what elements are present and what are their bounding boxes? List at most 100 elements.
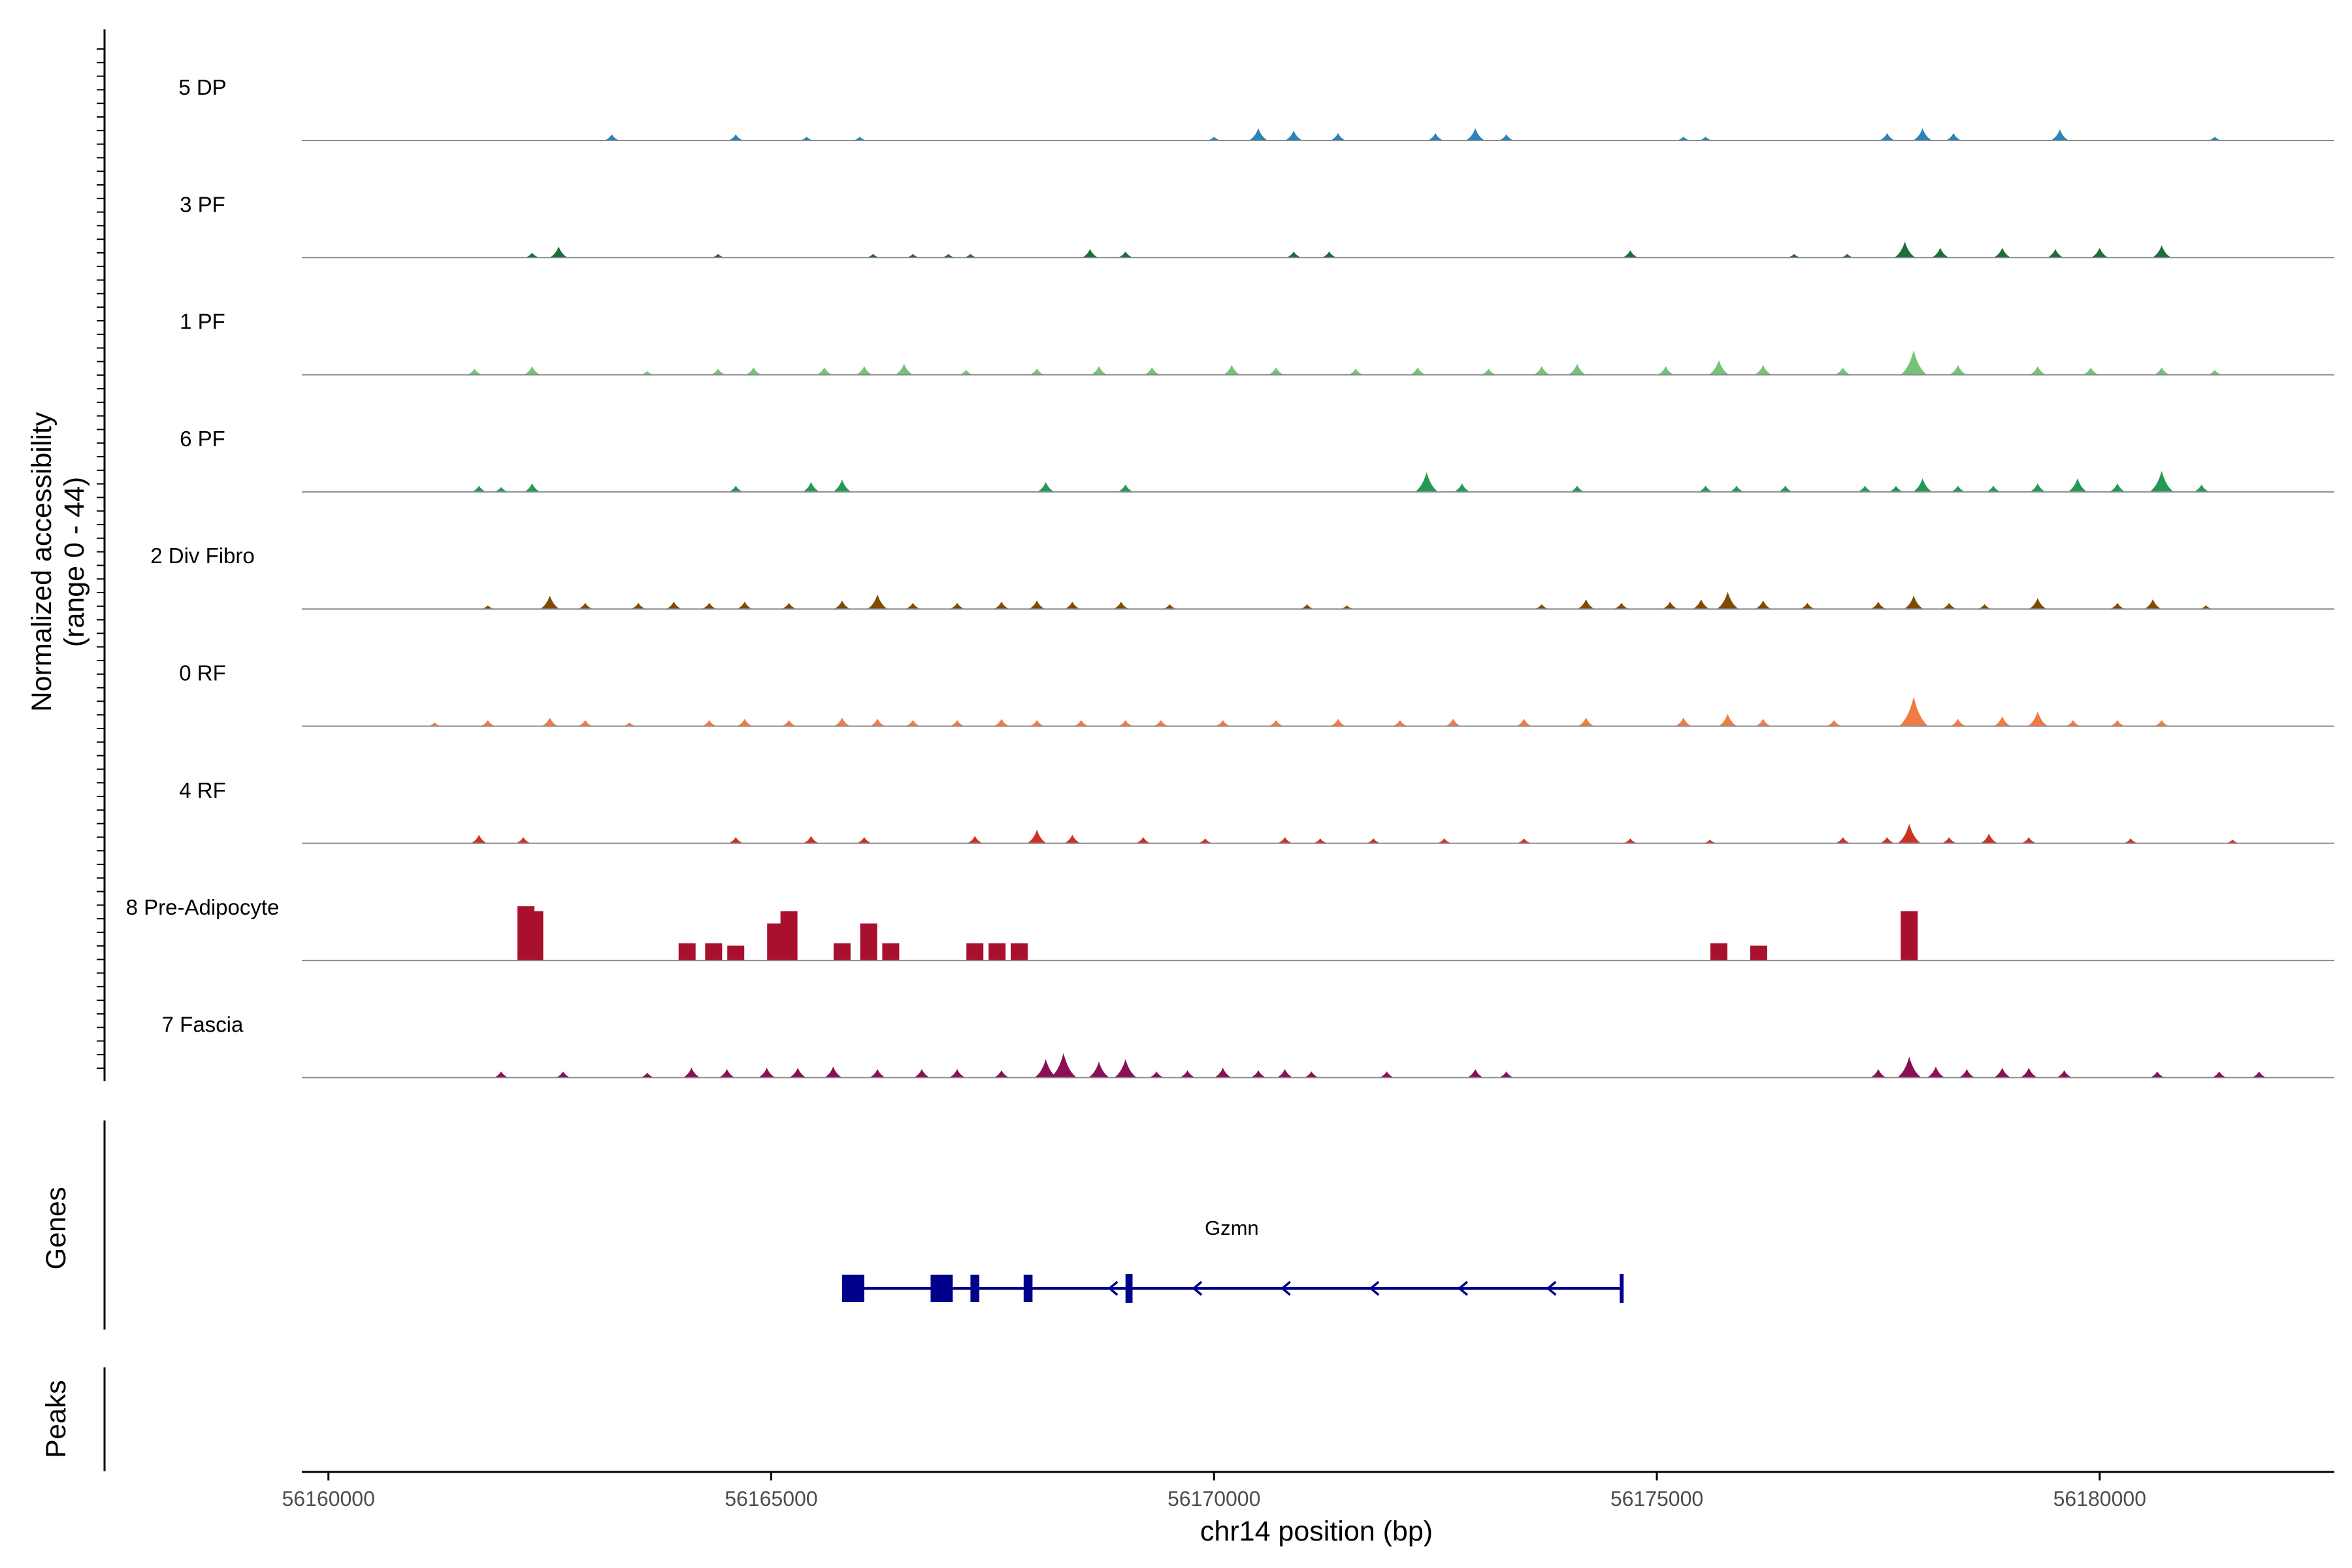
coverage-peak: [1977, 604, 1992, 610]
coverage-peak: [1073, 720, 1089, 727]
coverage-peak: [949, 720, 965, 727]
coverage-tracks: 5 DP 3 PF 1 PF 6 PF 2 Div Fibro 0 RF 4 RF 8 Pre…: [126, 75, 2334, 1079]
coverage-peak: [2149, 1071, 2165, 1078]
coverage-peak: [949, 1069, 966, 1078]
strand-arrow: [1369, 1281, 1380, 1296]
coverage-peak: [1912, 478, 1933, 492]
coverage-peak: [1465, 128, 1485, 140]
strand-arrow: [1280, 1281, 1291, 1296]
track: 7 Fascia: [162, 1012, 2334, 1079]
coverage-peak: [988, 943, 1006, 961]
coverage-peak: [1162, 604, 1177, 610]
coverage-peak: [480, 720, 496, 727]
coverage-peak: [2056, 1070, 2072, 1078]
coverage-peak: [1879, 837, 1895, 843]
coverage-peak: [1064, 601, 1081, 610]
coverage-peak: [466, 368, 483, 375]
coverage-peak: [1498, 134, 1514, 140]
track-label: 3 PF: [180, 192, 225, 216]
coverage-peak: [913, 1069, 930, 1078]
gene-exon: [1620, 1274, 1624, 1303]
strand-arrow: [1546, 1281, 1557, 1296]
coverage-peak: [2082, 367, 2099, 375]
coverage-peak: [1903, 595, 1924, 610]
coverage-peak: [1453, 483, 1471, 492]
coverage-peak: [1313, 838, 1328, 843]
coverage-peak: [1926, 1066, 1946, 1078]
coverage-peak: [905, 720, 921, 727]
coverage-peak: [523, 483, 541, 492]
track: 0 RF: [179, 661, 2334, 727]
coverage-peak: [2251, 1071, 2267, 1078]
coverage-peak: [427, 722, 442, 727]
track-label: 4 RF: [179, 778, 226, 802]
coverage-peak: [833, 943, 851, 961]
coverage-peak: [966, 943, 984, 961]
y-axis: [97, 29, 106, 1081]
x-tick-label: 56160000: [282, 1487, 375, 1511]
coverage-peak: [2067, 478, 2088, 492]
coverage-peak: [1623, 838, 1638, 843]
coverage-peak: [1993, 248, 2012, 258]
coverage-peak: [515, 837, 531, 843]
coverage-peak: [1613, 602, 1629, 610]
coverage-peak: [1674, 717, 1692, 727]
coverage-peak: [1985, 485, 2001, 492]
track: 6 PF: [180, 427, 2334, 493]
coverage-peak: [1577, 717, 1595, 727]
coverage-peak: [2123, 838, 2138, 843]
track: 4 RF: [179, 778, 2334, 844]
coverage-peak: [1949, 365, 1967, 375]
coverage-peak: [1755, 719, 1772, 727]
coverage-peak: [1214, 1068, 1232, 1078]
coverage-peak: [856, 837, 872, 843]
track-label: 7 Fascia: [162, 1012, 244, 1036]
coverage-peak: [1950, 719, 1967, 727]
coverage-peak: [705, 943, 723, 961]
coverage-peak: [1026, 830, 1047, 843]
coverage-peak: [1028, 600, 1046, 610]
coverage-peak: [493, 1071, 509, 1078]
coverage-peak: [1207, 137, 1221, 140]
coverage-peak: [894, 363, 913, 375]
coverage-peak: [1480, 368, 1497, 375]
coverage-peak: [767, 923, 785, 961]
coverage-peak: [1516, 719, 1533, 727]
coverage-peak: [1330, 133, 1347, 140]
coverage-peak: [523, 366, 541, 375]
coverage-peak: [789, 1068, 807, 1078]
coverage-peak: [1498, 1071, 1514, 1078]
coverage-peak: [1900, 350, 1927, 375]
coverage-peak: [2149, 470, 2174, 492]
coverage-peak: [1567, 363, 1587, 375]
coverage-peak: [1117, 484, 1134, 492]
coverage-peak: [949, 602, 965, 610]
coverage-peak: [781, 602, 797, 610]
coverage-peak: [1366, 838, 1381, 843]
coverage-peak: [824, 1066, 843, 1078]
coverage-peak: [869, 1069, 887, 1078]
gene-exon: [1125, 1274, 1133, 1303]
coverage-peak: [1993, 716, 2012, 727]
coverage-peak: [1888, 485, 1904, 492]
coverage-peak: [2027, 711, 2048, 727]
x-tick-label: 56170000: [1168, 1487, 1260, 1511]
coverage-peak: [1577, 599, 1595, 610]
coverage-peak: [1064, 834, 1081, 843]
coverage-peak: [1321, 251, 1337, 258]
coverage-peak: [1135, 837, 1151, 843]
coverage-peak: [867, 594, 888, 610]
coverage-peak: [1945, 133, 1962, 140]
coverage-peak: [1901, 911, 1918, 961]
coverage-peak: [1697, 485, 1714, 492]
peaks-panel-title: Peaks: [41, 1380, 72, 1458]
coverage-peak: [758, 1068, 776, 1078]
coverage-peak: [1840, 253, 1855, 258]
coverage-peak: [727, 945, 745, 961]
coverage-peak: [1149, 1071, 1164, 1078]
coverage-peak: [1931, 248, 1950, 258]
coverage-peak: [577, 720, 593, 727]
coverage-peak: [540, 595, 560, 610]
coverage-peak: [1268, 720, 1284, 727]
coverage-peak: [1894, 241, 1916, 258]
